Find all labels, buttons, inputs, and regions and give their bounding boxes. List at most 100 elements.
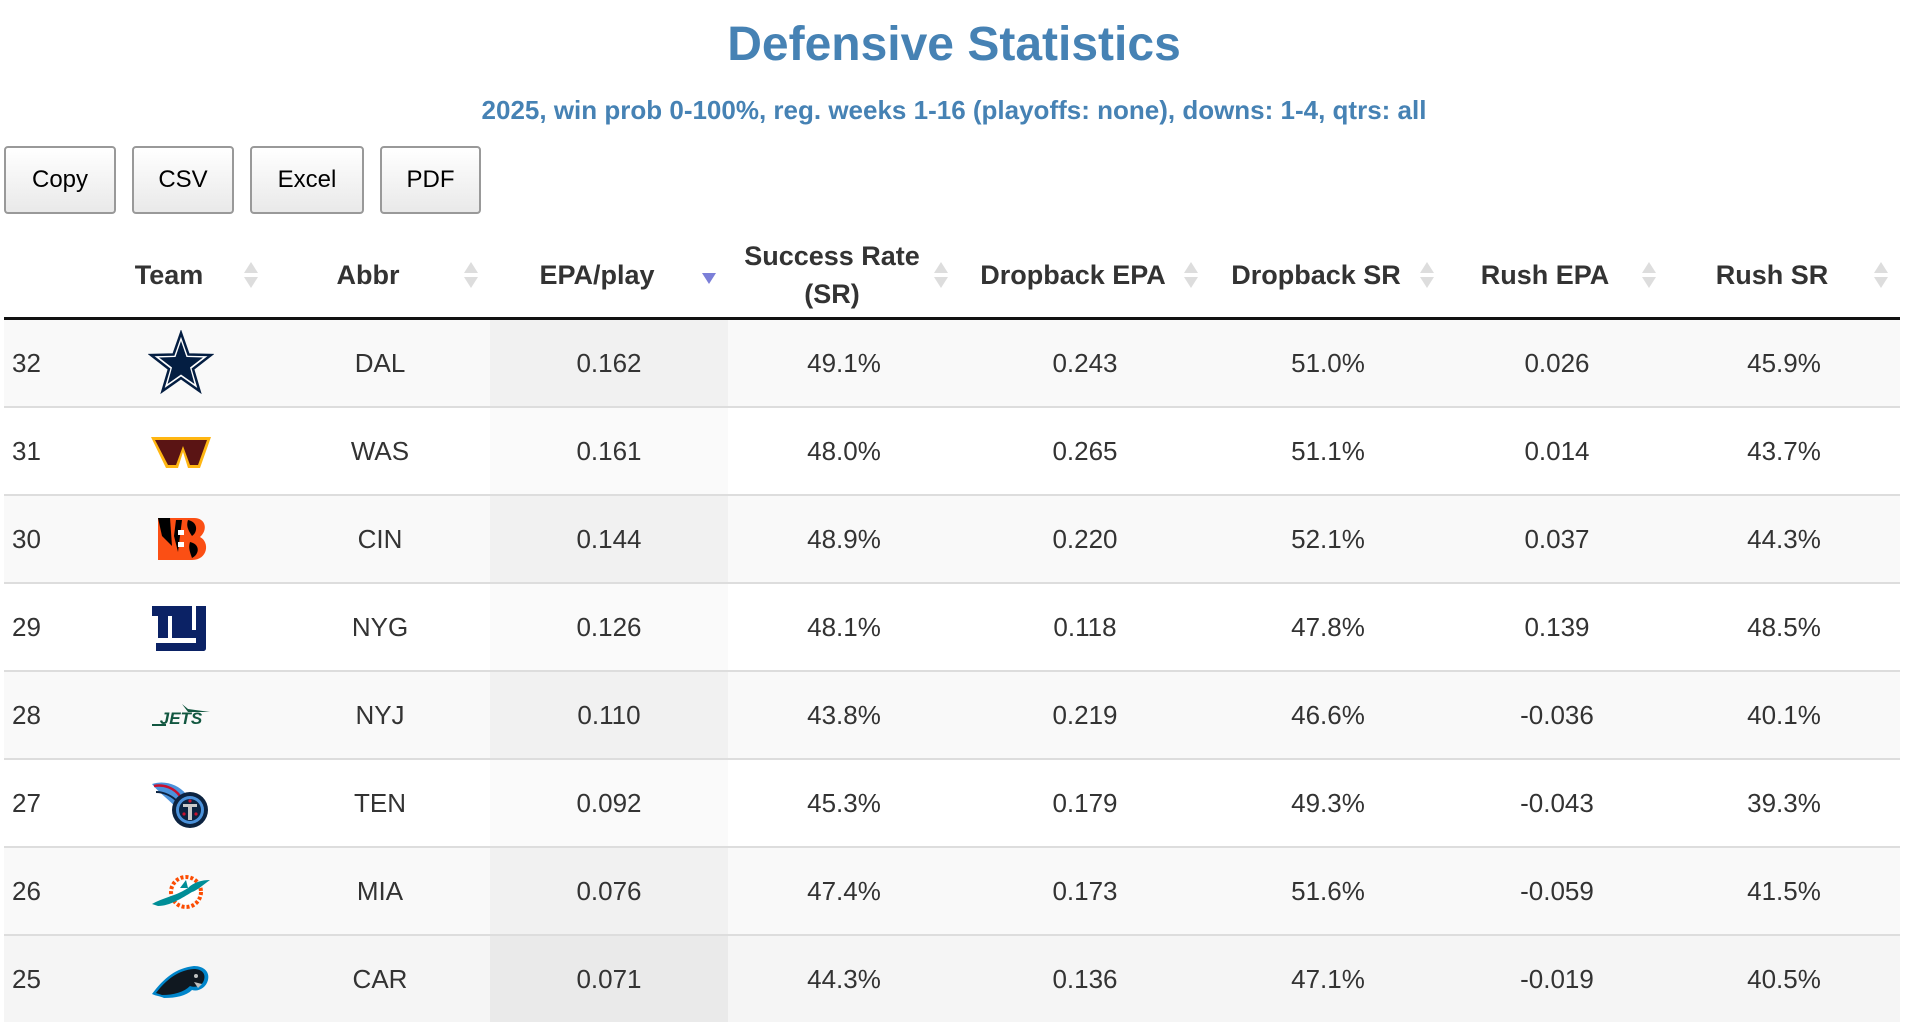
epa-play-cell: 0.076 xyxy=(490,846,728,935)
dropback-epa-cell: 0.220 xyxy=(960,494,1210,583)
header-row: Team Abbr EPA/play Success Rate (SR) Dro… xyxy=(4,232,1900,320)
giants-ny-logo-icon xyxy=(148,594,214,660)
dropback-epa-cell: 0.118 xyxy=(960,582,1210,671)
defensive-stats-table: Team Abbr EPA/play Success Rate (SR) Dro… xyxy=(4,232,1900,1022)
rank-cell: 25 xyxy=(4,934,92,1022)
rank-cell: 30 xyxy=(4,494,92,583)
abbr-cell: TEN xyxy=(270,758,490,847)
column-header-success-rate[interactable]: Success Rate (SR) xyxy=(728,232,960,320)
pdf-button[interactable]: PDF xyxy=(380,146,481,214)
table-row[interactable]: 28 JETS NYJ 0.110 43.8% 0.219 46.6% -0.0… xyxy=(4,670,1900,759)
cowboys-star-logo-icon xyxy=(148,330,214,396)
column-header-rush-epa[interactable]: Rush EPA xyxy=(1446,232,1668,320)
dropback-epa-cell: 0.179 xyxy=(960,758,1210,847)
team-logo-cell xyxy=(92,494,270,583)
column-label: Rush SR xyxy=(1715,259,1829,290)
column-header-rank xyxy=(4,232,92,320)
column-header-dropback-sr[interactable]: Dropback SR xyxy=(1210,232,1446,320)
abbr-cell: CIN xyxy=(270,494,490,583)
abbr-cell: CAR xyxy=(270,934,490,1022)
page-subtitle: 2025, win prob 0-100%, reg. weeks 1-16 (… xyxy=(481,95,1427,125)
dropback-sr-cell: 51.1% xyxy=(1210,406,1446,495)
dropback-epa-cell: 0.219 xyxy=(960,670,1210,759)
column-header-abbr[interactable]: Abbr xyxy=(270,232,490,320)
rush-sr-cell: 40.5% xyxy=(1668,934,1900,1022)
sort-both-icon xyxy=(244,260,258,290)
epa-play-cell: 0.071 xyxy=(490,934,728,1022)
rush-sr-cell: 43.7% xyxy=(1668,406,1900,495)
jets-wordmark-logo-icon: JETS xyxy=(148,682,214,748)
rush-sr-cell: 45.9% xyxy=(1668,317,1900,407)
excel-button[interactable]: Excel xyxy=(250,146,364,214)
bengals-b-logo-icon xyxy=(148,506,214,572)
column-label: EPA/play xyxy=(539,259,655,290)
commanders-w-logo-icon xyxy=(148,418,214,484)
team-logo-cell xyxy=(92,317,270,407)
column-header-dropback-epa[interactable]: Dropback EPA xyxy=(960,232,1210,320)
sort-both-icon xyxy=(1184,260,1198,290)
table-row[interactable]: 29 NYG 0.126 48.1% 0.118 47.8% 0.139 48.… xyxy=(4,582,1900,671)
success-rate-cell: 48.0% xyxy=(728,406,960,495)
column-header-team[interactable]: Team xyxy=(92,232,270,320)
team-logo-cell xyxy=(92,406,270,495)
rank-cell: 32 xyxy=(4,317,92,407)
table-row[interactable]: 27 TEN 0.092 45.3% 0.179 49.3% -0.043 39… xyxy=(4,758,1900,847)
dropback-sr-cell: 52.1% xyxy=(1210,494,1446,583)
table-row[interactable]: 26 MIA 0.076 47.4% 0.173 51.6% -0.059 41… xyxy=(4,846,1900,935)
dropback-sr-cell: 47.8% xyxy=(1210,582,1446,671)
rank-cell: 28 xyxy=(4,670,92,759)
column-label: Dropback SR xyxy=(1231,259,1401,290)
dropback-sr-cell: 49.3% xyxy=(1210,758,1446,847)
column-header-rush-sr[interactable]: Rush SR xyxy=(1668,232,1900,320)
svg-text:JETS: JETS xyxy=(160,709,203,728)
rush-epa-cell: 0.014 xyxy=(1446,406,1668,495)
rush-sr-cell: 44.3% xyxy=(1668,494,1900,583)
success-rate-cell: 43.8% xyxy=(728,670,960,759)
page-title: Defensive Statistics xyxy=(727,18,1181,71)
column-label: Rush EPA xyxy=(1480,259,1610,290)
epa-play-cell: 0.110 xyxy=(490,670,728,759)
rush-sr-cell: 48.5% xyxy=(1668,582,1900,671)
team-logo-cell xyxy=(92,582,270,671)
rank-cell: 26 xyxy=(4,846,92,935)
dropback-epa-cell: 0.243 xyxy=(960,317,1210,407)
sort-both-icon xyxy=(1874,260,1888,290)
dropback-sr-cell: 47.1% xyxy=(1210,934,1446,1022)
csv-button[interactable]: CSV xyxy=(132,146,234,214)
titans-logo-icon xyxy=(148,770,214,836)
rank-cell: 27 xyxy=(4,758,92,847)
dropback-sr-cell: 51.0% xyxy=(1210,317,1446,407)
rank-cell: 31 xyxy=(4,406,92,495)
table-row[interactable]: 30 CIN 0.144 48.9% 0.220 52.1% 0.037 44.… xyxy=(4,494,1900,583)
panthers-logo-icon xyxy=(148,946,214,1012)
team-logo-cell xyxy=(92,934,270,1022)
table-row[interactable]: 31 WAS 0.161 48.0% 0.265 51.1% 0.014 43.… xyxy=(4,406,1900,495)
rush-epa-cell: 0.026 xyxy=(1446,317,1668,407)
rush-epa-cell: -0.043 xyxy=(1446,758,1668,847)
sort-descending-icon xyxy=(702,260,716,290)
abbr-cell: MIA xyxy=(270,846,490,935)
rush-epa-cell: -0.059 xyxy=(1446,846,1668,935)
epa-play-cell: 0.144 xyxy=(490,494,728,583)
abbr-cell: NYJ xyxy=(270,670,490,759)
rush-sr-cell: 41.5% xyxy=(1668,846,1900,935)
column-label: Dropback EPA xyxy=(980,259,1166,290)
sort-both-icon xyxy=(934,260,948,290)
team-logo-cell: JETS xyxy=(92,670,270,759)
dropback-sr-cell: 46.6% xyxy=(1210,670,1446,759)
copy-button[interactable]: Copy xyxy=(4,146,116,214)
abbr-cell: NYG xyxy=(270,582,490,671)
team-logo-cell xyxy=(92,758,270,847)
team-logo-cell xyxy=(92,846,270,935)
rush-epa-cell: 0.139 xyxy=(1446,582,1668,671)
rush-sr-cell: 39.3% xyxy=(1668,758,1900,847)
success-rate-cell: 47.4% xyxy=(728,846,960,935)
success-rate-cell: 45.3% xyxy=(728,758,960,847)
sort-both-icon xyxy=(464,260,478,290)
dropback-epa-cell: 0.265 xyxy=(960,406,1210,495)
column-header-epa-play[interactable]: EPA/play xyxy=(490,232,728,320)
success-rate-cell: 44.3% xyxy=(728,934,960,1022)
table-row[interactable]: 25 CAR 0.071 44.3% 0.136 47.1% -0.019 40… xyxy=(4,934,1900,1022)
table-row[interactable]: 32 DAL 0.162 49.1% 0.243 51.0% 0.026 45.… xyxy=(4,317,1900,407)
epa-play-cell: 0.092 xyxy=(490,758,728,847)
